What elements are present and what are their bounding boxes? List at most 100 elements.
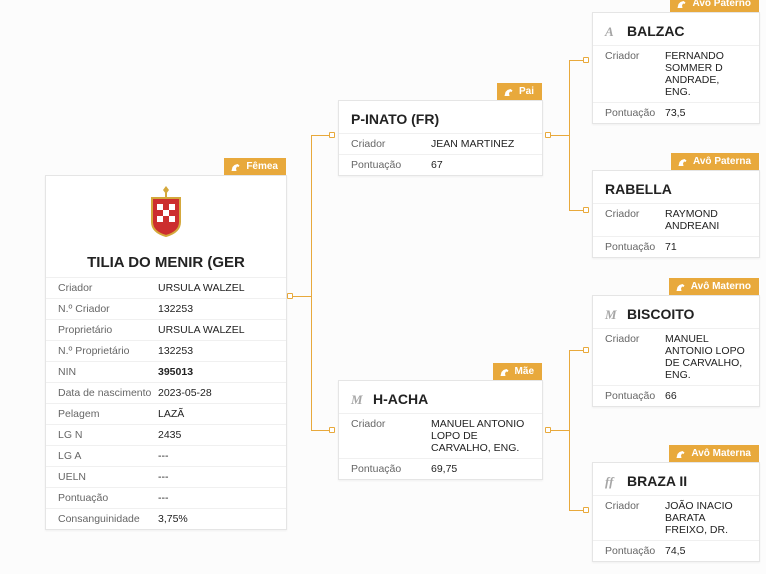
horse-icon [499, 367, 511, 377]
label-lga: LG A [58, 450, 158, 462]
avo-pm-pontuacao: 71 [665, 241, 747, 253]
label-pontuacao: Pontuação [605, 545, 665, 557]
male-icon: M [605, 307, 621, 321]
mae-criador: MANUEL ANTONIO LOPO DE CARVALHO, ENG. [431, 418, 530, 454]
tag-label: Avô Paterno [692, 0, 751, 9]
pai-pontuacao: 67 [431, 159, 530, 171]
subject-criador: URSULA WALZEL [158, 282, 274, 294]
tag-avo-materno: Avô Materno [669, 278, 759, 295]
label-n-criador: N.º Criador [58, 303, 158, 315]
avo-pm-criador: RAYMOND ANDREANI [665, 208, 747, 232]
connector-dot [583, 347, 589, 353]
tag-avo-materna: Avô Materna [669, 445, 759, 462]
avo-mp-name: M BISCOITO [593, 296, 759, 328]
female-icon: ff [605, 474, 621, 488]
label-pontuacao: Pontuação [605, 107, 665, 119]
connector [569, 60, 583, 61]
label-lgn: LG N [58, 429, 158, 441]
subject-card: Fêmea TILIA DO MENIR (GER CriadorURSULA … [45, 175, 287, 530]
tag-label: Avô Paterna [693, 156, 751, 167]
connector [569, 350, 583, 351]
horse-icon [230, 162, 242, 172]
subject-proprietario: URSULA WALZEL [158, 324, 274, 336]
mae-name: M H-ACHA [339, 381, 542, 413]
female-icon: M [351, 392, 367, 406]
avo-pp-name: A BALZAC [593, 13, 759, 45]
pai-criador: JEAN MARTINEZ [431, 138, 530, 150]
tag-pai: Pai [497, 83, 542, 100]
connector-dot [329, 427, 335, 433]
label-criador: Criador [605, 208, 665, 232]
crest-icon [46, 176, 286, 246]
tag-label: Pai [519, 86, 534, 97]
subject-data-nasc: 2023-05-28 [158, 387, 274, 399]
label-pontuacao: Pontuação [58, 492, 158, 504]
label-pelagem: Pelagem [58, 408, 158, 420]
mae-pontuacao: 69,75 [431, 463, 530, 475]
subject-n-criador: 132253 [158, 303, 274, 315]
connector [551, 430, 569, 431]
label-pontuacao: Pontuação [605, 390, 665, 402]
tag-label: Mãe [515, 366, 534, 377]
tag-avo-paterno: Avô Paterno [670, 0, 759, 12]
horse-icon [675, 449, 687, 459]
avo-pp-card: Avô Paterno A BALZAC CriadorFERNANDO SOM… [592, 12, 760, 124]
avo-pp-pontuacao: 73,5 [665, 107, 747, 119]
subject-pelagem: LAZÃ [158, 408, 274, 420]
mae-card: Mãe M H-ACHA CriadorMANUEL ANTONIO LOPO … [338, 380, 543, 480]
connector-dot [583, 57, 589, 63]
avo-mm-pontuacao: 74,5 [665, 545, 747, 557]
avo-mm-name: ff BRAZA II [593, 463, 759, 495]
avo-pm-name: RABELLA [593, 171, 759, 203]
subject-name: TILIA DO MENIR (GER [46, 246, 286, 277]
connector [551, 135, 569, 136]
male-icon: A [605, 24, 621, 38]
subject-lga: --- [158, 450, 274, 462]
horse-icon [677, 157, 689, 167]
label-pontuacao: Pontuação [605, 241, 665, 253]
subject-consang: 3,75% [158, 513, 274, 525]
subject-lgn: 2435 [158, 429, 274, 441]
avo-mp-criador: MANUEL ANTONIO LOPO DE CARVALHO, ENG. [665, 333, 747, 381]
avo-pp-criador: FERNANDO SOMMER D ANDRADE, ENG. [665, 50, 747, 98]
label-criador: Criador [605, 333, 665, 381]
tag-femea: Fêmea [224, 158, 286, 175]
connector-dot [329, 132, 335, 138]
subject-pontuacao: --- [158, 492, 274, 504]
horse-icon [503, 87, 515, 97]
label-criador: Criador [351, 138, 431, 150]
pai-name: P-INATO (FR) [339, 101, 542, 133]
label-criador: Criador [58, 282, 158, 294]
avo-mm-criador: JOÃO INACIO BARATA FREIXO, DR. [665, 500, 747, 536]
connector [569, 60, 570, 210]
label-consang: Consanguinidade [58, 513, 158, 525]
tag-mae: Mãe [493, 363, 542, 380]
label-pontuacao: Pontuação [351, 159, 431, 171]
avo-mp-card: Avô Materno M BISCOITO CriadorMANUEL ANT… [592, 295, 760, 407]
label-nin: NIN [58, 366, 158, 378]
subject-ueln: --- [158, 471, 274, 483]
label-n-proprietario: N.º Proprietário [58, 345, 158, 357]
label-proprietario: Proprietário [58, 324, 158, 336]
connector-dot [583, 207, 589, 213]
connector [569, 350, 570, 510]
avo-pm-card: Avô Paterna RABELLA CriadorRAYMOND ANDRE… [592, 170, 760, 258]
subject-nin: 395013 [158, 366, 274, 378]
tag-label: Fêmea [246, 161, 278, 172]
label-ueln: UELN [58, 471, 158, 483]
connector [293, 296, 311, 297]
tag-label: Avô Materno [691, 281, 751, 292]
connector [311, 135, 312, 430]
avo-mp-pontuacao: 66 [665, 390, 747, 402]
connector [311, 135, 329, 136]
horse-icon [676, 0, 688, 9]
label-data-nasc: Data de nascimento [58, 387, 158, 399]
label-criador: Criador [351, 418, 431, 454]
tag-label: Avô Materna [691, 448, 751, 459]
label-pontuacao: Pontuação [351, 463, 431, 475]
avo-mm-card: Avô Materna ff BRAZA II CriadorJOÃO INAC… [592, 462, 760, 562]
subject-n-proprietario: 132253 [158, 345, 274, 357]
horse-icon [675, 282, 687, 292]
pai-card: Pai P-INATO (FR) CriadorJEAN MARTINEZ Po… [338, 100, 543, 176]
connector [569, 210, 583, 211]
